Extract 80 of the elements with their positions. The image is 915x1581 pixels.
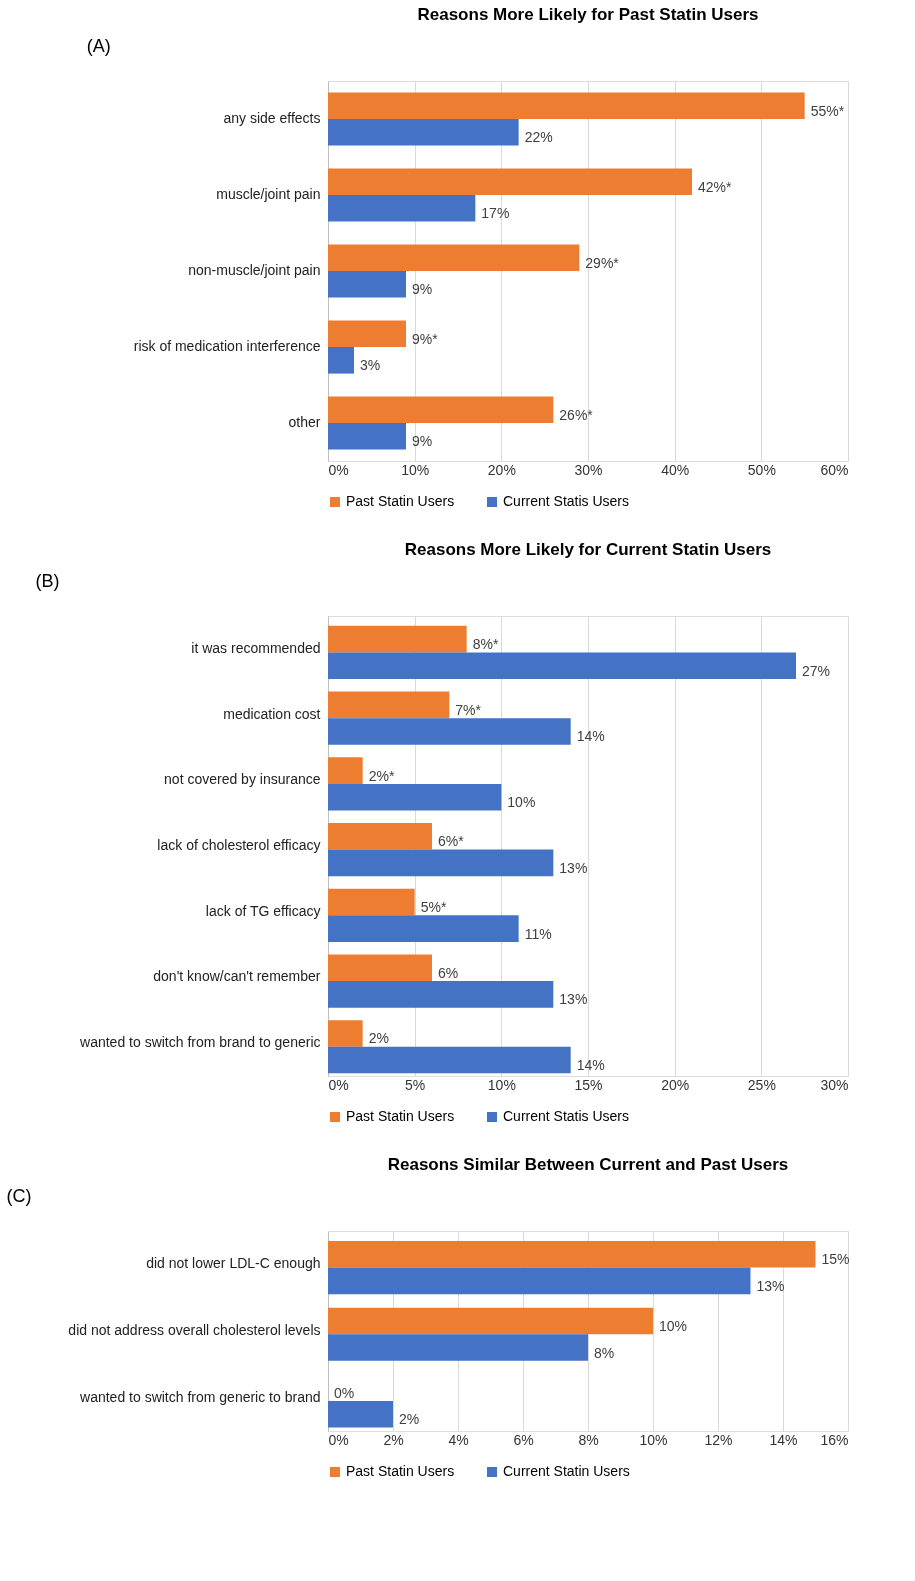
y-tick-label: lack of TG efficacy: [205, 902, 321, 919]
text: (B): [35, 571, 60, 591]
x-tick-label: 10%: [401, 461, 430, 478]
x-tick-label: 15%: [574, 1076, 603, 1093]
x-tick-label: 5%: [405, 1076, 426, 1093]
x-tick-label: 50%: [747, 461, 776, 478]
x-tick-label: 10%: [487, 1076, 516, 1093]
data-label: 8%: [594, 1344, 615, 1361]
y-tick-label: did not lower LDL-C enough: [146, 1255, 321, 1272]
data-label: 2%: [399, 1411, 420, 1428]
data-label: 8%*: [472, 636, 499, 653]
legend-label: Past Statin Users: [346, 1463, 455, 1479]
x-tick-label: 20%: [487, 461, 516, 478]
x-tick-label: 30%: [574, 461, 603, 478]
x-tick-label: 14%: [769, 1431, 798, 1448]
data-label: 6%*: [438, 833, 465, 850]
x-tick-label: 0%: [328, 1076, 349, 1093]
x-tick-label: 0%: [328, 1431, 349, 1448]
y-tick-label: medication cost: [223, 705, 321, 722]
legend-label: Current Statis Users: [503, 1108, 630, 1124]
y-tick-label: not covered by insurance: [164, 771, 321, 788]
x-tick-label: 10%: [639, 1431, 668, 1448]
y-tick-label: muscle/joint pain: [216, 186, 321, 202]
chart-title: Reasons More Likely for Current Statin Users: [404, 540, 772, 559]
x-tick-label: 60%: [820, 461, 849, 478]
data-label: 11%: [524, 925, 552, 942]
y-tick-label: other: [288, 414, 321, 430]
data-label: 27%: [802, 662, 831, 679]
data-label: 13%: [559, 991, 588, 1008]
legend-label: Current Statin Users: [503, 1463, 630, 1479]
x-tick-label: 2%: [383, 1431, 404, 1448]
data-label: 55%*: [810, 102, 845, 119]
x-tick-label: 25%: [747, 1076, 776, 1093]
data-label: 2%: [368, 1030, 389, 1047]
data-label: 3%: [360, 357, 381, 374]
x-tick-label: 8%: [578, 1431, 599, 1448]
x-tick-label: 16%: [820, 1431, 849, 1448]
x-tick-label: 20%: [661, 1076, 690, 1093]
y-tick-label: any side effects: [223, 110, 321, 126]
data-label: 17%: [481, 205, 510, 222]
y-tick-label: risk of medication interference: [133, 338, 321, 354]
y-tick-label: did not address overall cholesterol levels: [68, 1322, 321, 1338]
chart-title: Reasons Similar Between Current and Past Users: [387, 1155, 789, 1174]
data-label: 14%: [576, 1057, 605, 1074]
data-label: 9%: [412, 281, 433, 298]
y-tick-label: it was recommended: [191, 639, 321, 656]
data-label: 2%*: [368, 767, 395, 784]
y-tick-label: wanted to switch from generic to brand: [79, 1388, 321, 1405]
data-label: 9%*: [412, 330, 439, 347]
data-label: 10%: [507, 794, 536, 811]
data-label: 15%: [821, 1251, 850, 1268]
data-label: 13%: [559, 859, 588, 876]
legend-label: Past Statin Users: [346, 1108, 455, 1124]
data-label: 0%: [334, 1384, 355, 1401]
data-label: 13%: [756, 1277, 785, 1294]
y-tick-label: lack of cholesterol efficacy: [157, 837, 321, 853]
data-label: 26%*: [559, 406, 594, 423]
text: (A): [86, 36, 111, 56]
legend-label: Past Statin Users: [346, 493, 455, 509]
legend-label: Current Statis Users: [503, 493, 630, 509]
x-tick-label: 0%: [328, 461, 349, 478]
data-label: 6%: [438, 964, 459, 981]
y-tick-label: wanted to switch from brand to generic: [79, 1034, 321, 1051]
data-label: 29%*: [585, 254, 620, 271]
data-label: 9%: [412, 433, 433, 450]
x-tick-label: 40%: [661, 461, 690, 478]
data-label: 7%*: [455, 701, 482, 718]
data-label: 14%: [576, 728, 605, 745]
data-label: 5%*: [420, 899, 447, 916]
x-tick-label: 30%: [820, 1076, 849, 1093]
x-tick-label: 4%: [448, 1431, 469, 1448]
data-label: 42%*: [698, 178, 733, 195]
y-tick-label: don't know/can't remember: [153, 968, 321, 985]
y-tick-label: non-muscle/joint pain: [188, 262, 321, 278]
x-tick-label: 12%: [704, 1431, 733, 1448]
data-label: 22%: [524, 129, 553, 146]
chart-title: Reasons More Likely for Past Statin Users: [417, 5, 759, 24]
x-tick-label: 6%: [513, 1431, 534, 1448]
data-label: 10%: [659, 1317, 688, 1334]
text: (C): [6, 1186, 32, 1206]
